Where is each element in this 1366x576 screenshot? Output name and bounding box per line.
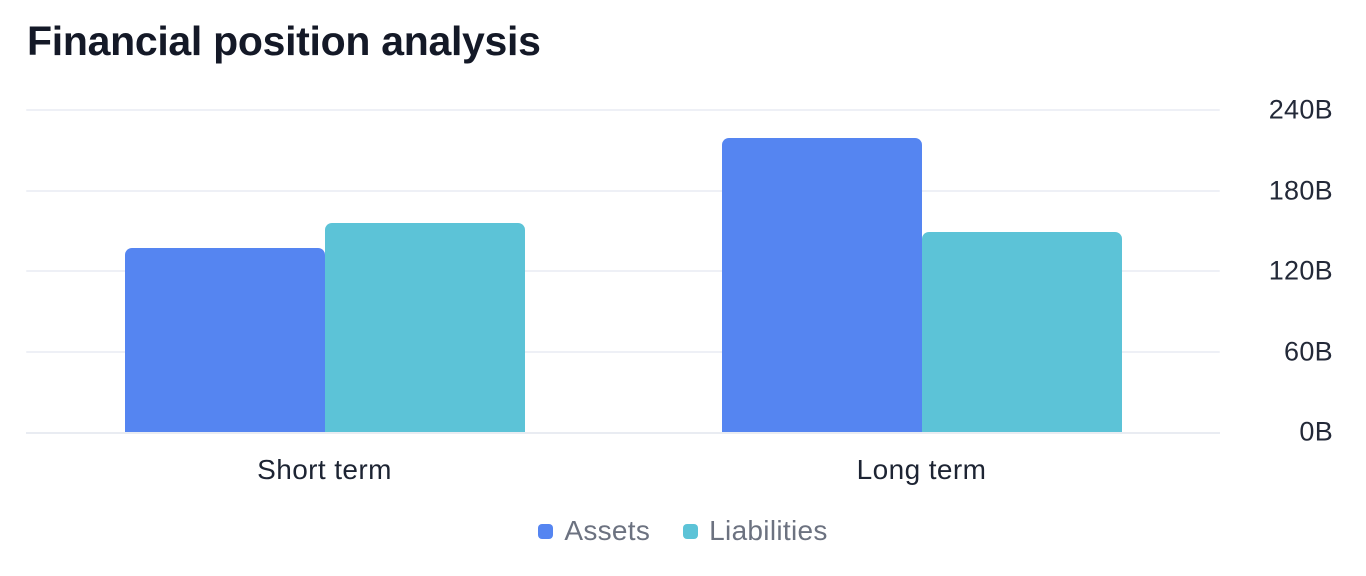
gridline-120b: [26, 270, 1220, 272]
legend-item-liabilities[interactable]: Liabilities: [683, 517, 827, 545]
y-tick-label-180b: 180B: [1268, 175, 1333, 205]
bar-short-term-assets[interactable]: [124, 248, 325, 432]
y-tick-label-60b: 60B: [1284, 336, 1333, 366]
gridline-240b: [26, 109, 1220, 111]
legend-label-assets: Assets: [564, 515, 651, 546]
bar-long-term-assets[interactable]: [721, 138, 922, 432]
chart-title: Financial position analysis: [27, 18, 541, 64]
y-tick-label-240b: 240B: [1268, 94, 1333, 125]
y-tick-label-0b: 0B: [1299, 416, 1333, 447]
x-category-label-short-term: Short term: [257, 454, 392, 485]
x-category-label-long-term: Long term: [856, 454, 987, 485]
bar-short-term-liabilities[interactable]: [324, 223, 525, 432]
legend-swatch-liabilities-icon: [683, 523, 699, 539]
bar-long-term-liabilities[interactable]: [921, 232, 1122, 432]
x-axis-labels: Short term Long term: [26, 456, 1220, 492]
gridline-180b: [26, 189, 1220, 192]
legend-label-liabilities: Liabilities: [709, 515, 828, 546]
legend-item-assets[interactable]: Assets: [538, 517, 650, 545]
y-tick-label-120b: 120B: [1268, 255, 1333, 286]
legend-swatch-assets-icon: [538, 523, 554, 539]
gridline-60b: [26, 350, 1220, 353]
plot-area: [26, 109, 1220, 434]
legend: Assets Liabilities: [0, 517, 1366, 545]
y-axis: 0B 60B 120B 180B 240B: [1220, 96, 1333, 445]
